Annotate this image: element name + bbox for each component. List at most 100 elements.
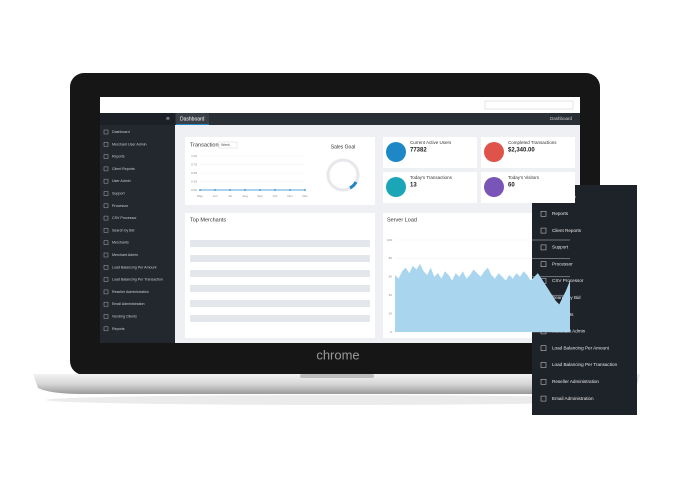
point [199,189,201,191]
menu-icon [540,378,547,385]
nav-icon [103,166,109,172]
stat-value: 13 [410,183,417,189]
sidebar [100,113,175,343]
x-tick-label: Dec [302,194,308,198]
panel-title: Sales Goal [331,144,355,150]
filter-label[interactable]: Week [221,143,230,147]
menu-icon [540,362,547,368]
stat-value: $2,340.00 [508,148,535,154]
top-bar [100,97,580,113]
nav-item[interactable]: Search by Bid [112,228,134,232]
y-tick-label: 80 [389,256,393,260]
menu-icon [540,244,547,251]
nav-icon [103,142,109,147]
hinge-notch [300,374,374,378]
nav-icon [103,178,109,184]
area [395,263,570,332]
menu-icon [540,395,547,402]
point [214,189,216,191]
y-tick-label: 100 [387,238,392,242]
x-tick-label: Jun [213,194,218,198]
goal-ring [326,158,360,192]
nav-icon [103,240,109,245]
nav-item[interactable]: Load Balancing Per Amount [112,265,157,269]
x-tick-label: Sep [257,194,263,198]
menu-item[interactable]: Load Balancing Per Amount [552,345,610,350]
nav-item[interactable]: Merchant Admin [112,253,138,257]
nav-icon [103,326,109,332]
nav-item[interactable]: Reseller Administration [112,290,149,294]
nav-item[interactable]: Client Reports [112,167,135,171]
nav-icon [103,215,109,221]
menu-icon [540,261,547,268]
nav-item[interactable]: Reports [112,155,125,159]
menu-toggle[interactable]: ≡ [166,117,170,123]
x-tick-label: Jul [228,194,232,198]
nav-item[interactable]: Merchant User Admin [112,142,147,146]
panel-title: Server Load [387,217,417,223]
nav-icon [103,277,109,282]
menu-item[interactable]: CSV Processor [552,278,584,283]
menu-item[interactable]: Processor [552,261,573,266]
stat-icon [386,177,406,197]
nav-item[interactable]: User Admin [112,179,131,183]
menu-item[interactable]: Reports [552,211,569,216]
brand: chrome [316,347,359,362]
nav-item[interactable]: Dashboard [112,130,130,134]
tab[interactable] [176,113,209,125]
stat-icon [484,177,504,197]
nav-icon [103,154,109,159]
nav-icon [103,314,109,319]
point [289,189,291,191]
y-tick-label: 1.00 [191,154,197,158]
y-tick-label: 0.50 [191,171,197,175]
stat-label: Completed Transactions [508,140,557,145]
nav-item[interactable]: Load Balancing Per Transaction [112,278,163,282]
shadow [46,395,626,405]
menu-item[interactable]: Support [552,245,569,250]
content-header [175,113,580,125]
menu-item[interactable]: Client Reports [552,228,582,233]
laptop-base [33,374,640,394]
breadcrumb: Dashboard [550,116,573,121]
y-tick-label: 40 [389,293,393,297]
search-box[interactable] [484,100,574,110]
nav-item[interactable]: Reports [112,327,125,331]
nav-icon [103,289,109,295]
nav-icon [103,228,109,233]
point [229,189,231,191]
nav-icon [103,203,109,209]
point [274,189,276,191]
x-tick-label: May [197,194,203,198]
nav-item[interactable]: Merchants [112,241,129,245]
menu-item[interactable]: Email Administration [552,396,594,401]
nav-icon [103,129,109,135]
nav-icon [103,191,109,196]
nav-item[interactable]: Support [112,191,125,195]
panel-title: Top Merchants [190,217,226,223]
tab-label[interactable]: Dashboard [180,116,205,122]
x-tick-label: Oct [273,194,278,198]
y-tick-label: 60 [389,275,393,279]
y-tick-label: 0.00 [191,188,197,192]
merchant-rows [190,240,370,322]
nav-item[interactable]: Processor [112,204,129,208]
point [304,189,306,191]
x-tick-label: Nov [287,194,293,198]
nav-icon [103,301,109,307]
nav-item[interactable]: Email Administration [112,302,145,306]
menu-item[interactable]: Reseller Administration [552,379,599,384]
nav-item[interactable]: CSV Processor [112,216,137,220]
nav-item[interactable]: Vending Clients [112,314,137,318]
stat-value: 60 [508,183,515,189]
menu-item[interactable]: Load Balancing Per Transaction [552,362,618,367]
filter[interactable] [218,141,238,149]
menu-icon [540,227,547,234]
sidebar-header [100,113,175,125]
x-tick-label: Aug [242,194,248,198]
y-tick-label: 0.25 [191,179,197,183]
stat-icon [484,142,504,162]
menu-icon [540,345,547,352]
